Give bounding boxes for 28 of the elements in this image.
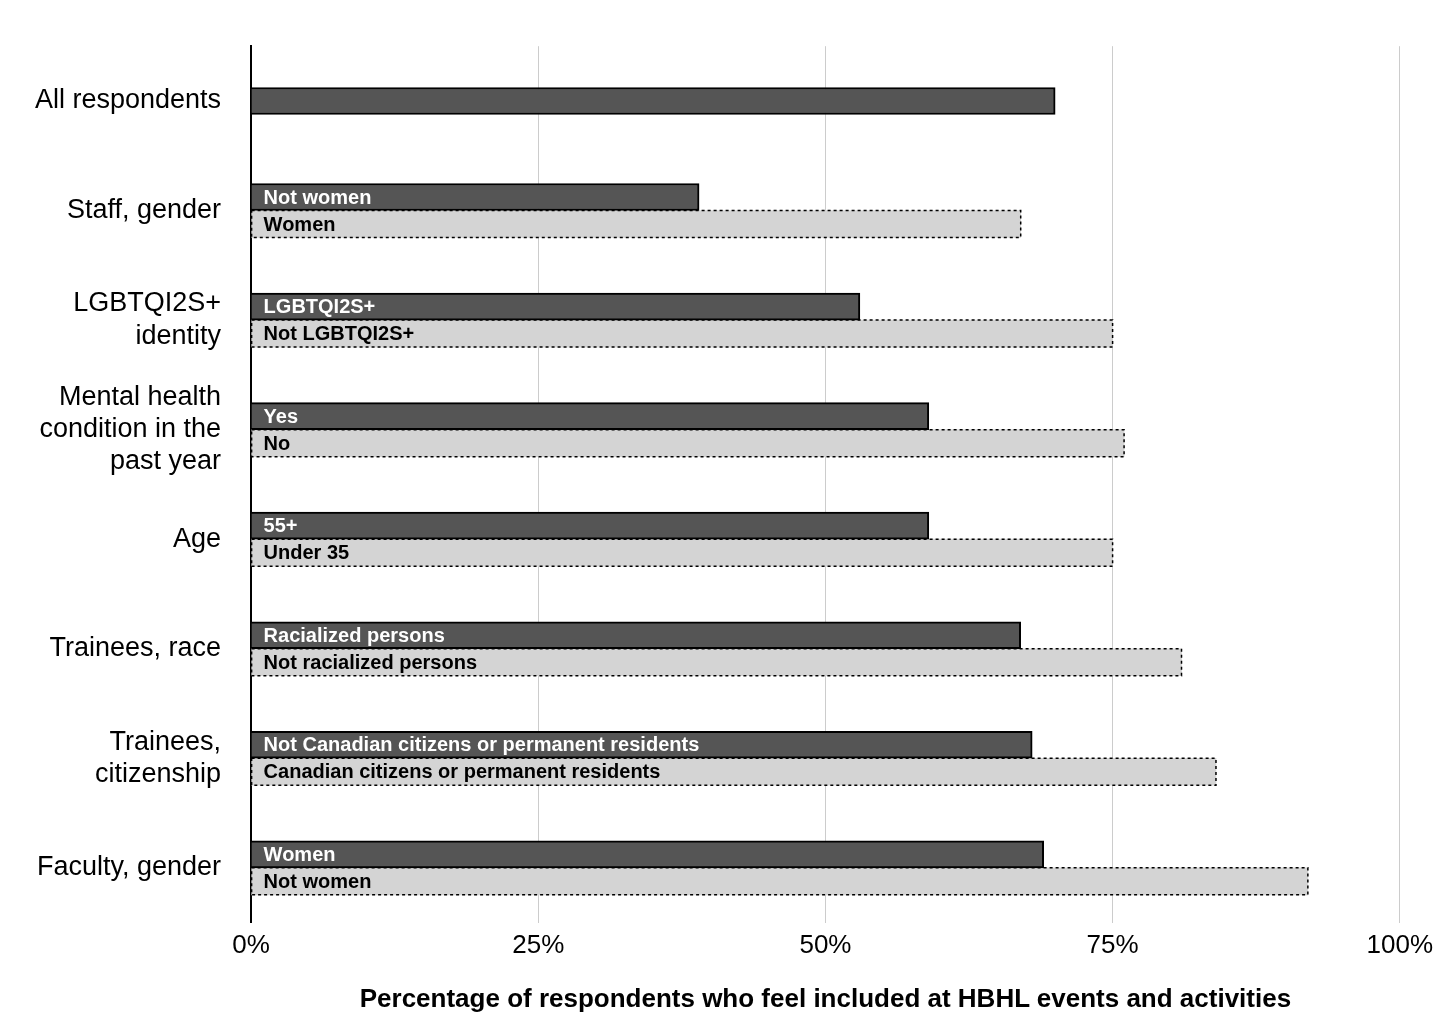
data-label: Women [263,842,336,865]
x-tick-label: 50% [799,929,852,960]
y-tick-label: Mental health condition in the past year [39,380,222,476]
y-tick-label: LGBTQI2S+ identity [73,287,222,350]
data-label: 55+ [263,514,298,537]
data-label: Not racialized persons [263,650,478,673]
data-label: Racialized persons [263,623,445,646]
y-tick-label: Staff, gender [66,193,222,224]
data-label: No [263,431,291,454]
data-label: Not LGBTQI2S+ [263,322,415,345]
y-tick-label: Age [173,522,222,553]
y-tick-label: Faculty, gender [37,851,222,882]
x-tick-label: 100% [1366,929,1433,960]
data-label: Under 35 [263,541,350,564]
data-label: LGBTQI2S+ [263,295,376,318]
x-tick-label: 75% [1086,929,1139,960]
x-tick-label: 25% [512,929,565,960]
data-label: Women [263,212,336,235]
x-axis-title: Percentage of respondents who feel included at HBHL events and activities [359,982,1292,1013]
data-label: Canadian citizens or permanent residents [263,760,661,783]
data-label: Not Canadian citizens or permanent residents [263,733,700,756]
x-tick-label: 0% [232,929,270,960]
y-tick-label: All respondents [34,84,222,115]
data-label: Not women [263,869,372,892]
data-label: Not women [263,185,372,208]
data-label: Yes [263,404,299,427]
y-tick-label: Trainees, race [49,632,222,663]
y-tick-label: Trainees, citizenship [95,725,222,788]
